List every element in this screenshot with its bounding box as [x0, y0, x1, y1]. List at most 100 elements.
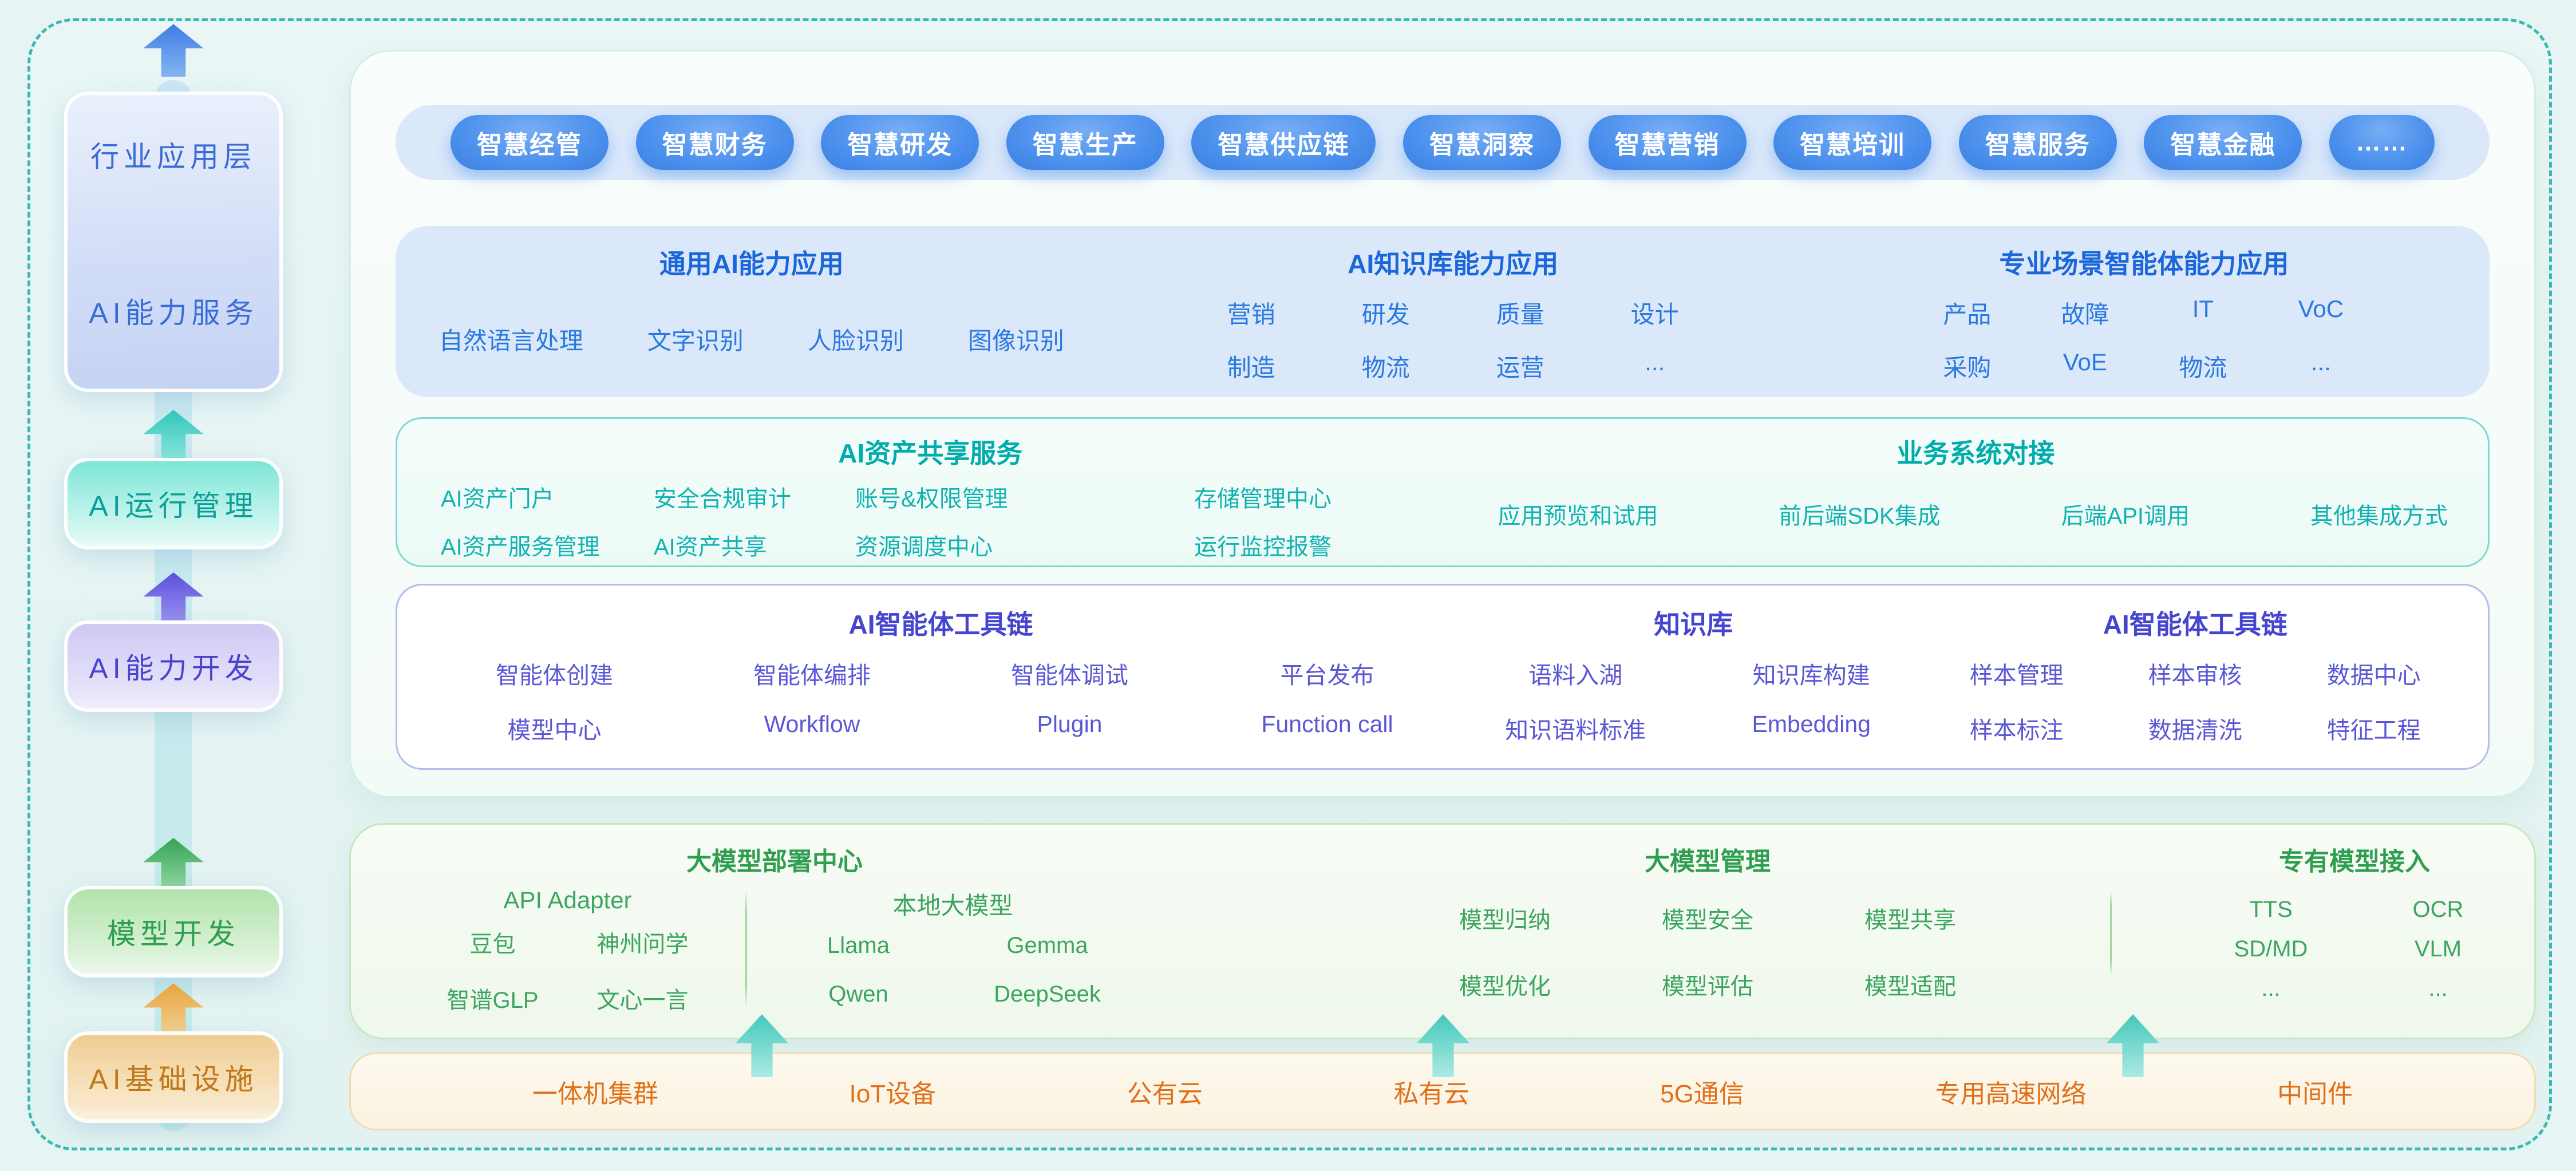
toolchain-item: Function call [1261, 710, 1393, 737]
item-row: TTS OCR [2187, 897, 2522, 923]
up-arrow-icon [143, 983, 204, 1036]
model-item: 文心一言 [596, 988, 689, 1013]
layer-label: AI基础设施 [89, 1063, 258, 1095]
model-item: OCR [2412, 897, 2464, 922]
group-title: 通用AI能力应用 [659, 249, 844, 279]
infrastructure-item: 中间件 [2277, 1080, 2353, 1108]
vertical-divider [2110, 891, 2112, 976]
integration-item: 后端API调用 [2061, 504, 2190, 529]
capability-item: 采购 [1943, 354, 1992, 381]
agent-toolchain-items: 智能体创建 智能体编排 智能体调试 平台发布 模型中心 Workflow Plugin Fun… [426, 642, 1456, 768]
group-title: 大模型部署中心 [686, 848, 863, 876]
group-title: AI智能体工具链 [2103, 610, 2287, 639]
item-row: 智谱GLP 文心一言 [418, 982, 718, 1015]
knowledge-base-items: 语料入湖 知识库构建 知识语料标准 Embedding [1457, 642, 1929, 768]
toolchain-item: 模型中心 [507, 717, 602, 743]
item-row: Qwen DeepSeek [764, 982, 1142, 1007]
capability-item: ... [2310, 348, 2331, 375]
data-toolchain-item: 样本管理 [1969, 662, 2064, 689]
asset-item: 运行监控报警 [1194, 535, 1332, 560]
item-row: 产品 故障 IT VoC [1908, 295, 2380, 330]
smart-app-pill: 智慧财务 [635, 114, 794, 170]
knowledge-base-item: 语料入湖 [1528, 662, 1623, 689]
capability-item: 产品 [1943, 300, 1992, 328]
data-toolchain-items: 样本管理 样本审核 数据中心样本标注 数据清洗 特征工程 [1927, 642, 2463, 768]
system-integration-group: 业务系统对接 应用预览和试用 前后端SDK集成 后端API调用 其他集成方式 [1464, 419, 2488, 565]
toolchain-item: Plugin [1037, 710, 1103, 737]
knowledge-capability-group: AI知识库能力应用 营销 研发 质量 设计 制造 物流 运营... [1108, 226, 1799, 397]
layer-stack-sidebar: 行业应用层 AI能力服务 AI运行管理 AI能力开发 模型开发 AI基础设施 [64, 0, 283, 1171]
smart-app-pill: 智慧金融 [2144, 114, 2302, 170]
item-row: 模型归纳 模型安全 模型共享 [1404, 901, 2012, 935]
asset-item: AI资产门户 [441, 486, 554, 512]
infrastructure-item: 私有云 [1393, 1080, 1469, 1108]
proprietary-model-group: 专有模型接入 TTS OCR SD/MD VLM...... [2166, 841, 2543, 1002]
smart-app-pill: 智慧洞察 [1402, 114, 1561, 170]
item-row: 营销 研发 质量 设计 [1184, 295, 1722, 330]
integration-item: 前后端SDK集成 [1779, 504, 1941, 529]
data-toolchain-item: 数据清洗 [2148, 717, 2242, 743]
item-row: AI资产门户 安全合规审计 账号&权限管理 存储管理中心 [441, 480, 1464, 513]
model-item: TTS [2249, 897, 2293, 922]
toolchain-item: 智能体创建 [496, 662, 614, 689]
toolchain-item: 智能体调试 [1011, 662, 1129, 689]
capability-item: 故障 [2061, 300, 2109, 328]
item-row: 采购 VoE 物流... [1908, 349, 2380, 383]
capability-item: 物流 [2179, 354, 2227, 381]
capability-item: 运营 [1496, 354, 1544, 381]
tooling-row: AI智能体工具链 智能体创建 智能体编排 智能体调试 平台发布 模型中心 Workflow… [396, 584, 2490, 770]
item-row: 样本标注 数据清洗 特征工程 [1927, 711, 2463, 745]
ai-capability-row: 通用AI能力应用 自然语言处理 文字识别 人脸识别 图像识别 AI知识库能力应用 营销… [396, 226, 2490, 397]
group-title: AI知识库能力应用 [1348, 249, 1559, 279]
group-title: 大模型管理 [1645, 848, 1771, 876]
asset-item: 账号&权限管理 [855, 486, 1008, 512]
item-row: 样本管理 样本审核 数据中心 [1927, 656, 2463, 690]
integration-item: 应用预览和试用 [1498, 504, 1658, 529]
model-item: SD/MD [2234, 936, 2308, 962]
data-toolchain-item: 样本标注 [1969, 717, 2064, 743]
integration-item: 其他集成方式 [2310, 504, 2448, 529]
local-models-group: 本地大模型 Llama Gemma Qwen DeepSeek [764, 887, 1142, 1007]
model-item: 豆包 [469, 932, 516, 957]
layer-ai-operation: AI运行管理 [64, 458, 283, 549]
model-management-group: 大模型管理 模型归纳 模型安全 模型共享 模型优化 模型评估 模型适配 [1404, 841, 2011, 1001]
model-layer-panel: 大模型部署中心 API Adapter 豆包 神州问学 智谱GLP 文心一言 本地大模… [349, 823, 2536, 1039]
knowledge-base-item: 知识语料标准 [1505, 717, 1646, 743]
smart-app-pill: 智慧服务 [1958, 114, 2117, 170]
scenario-agent-capability-group: 专业场景智能体能力应用 产品 故障 IT VoC 采购 VoE 物流... [1799, 226, 2490, 397]
data-toolchain-group: AI智能体工具链 样本管理 样本审核 数据中心样本标注 数据清洗 特征工程 [1902, 586, 2488, 768]
infrastructure-item: 公有云 [1127, 1080, 1203, 1108]
general-ai-capability-group: 通用AI能力应用 自然语言处理 文字识别 人脸识别 图像识别 [396, 226, 1108, 397]
group-title: AI资产共享服务 [838, 438, 1023, 468]
capability-item: IT [2192, 295, 2214, 322]
layer-label: AI运行管理 [89, 490, 258, 522]
capability-item: 文字识别 [647, 327, 744, 354]
model-item: 模型优化 [1459, 974, 1551, 999]
smart-app-pill-row: 智慧经管 智慧财务 智慧研发 智慧生产 智慧供应链 智慧洞察 智慧营销 智慧培训 智慧服务 智慧金… [396, 105, 2490, 180]
asset-item: AI资产服务管理 [441, 535, 600, 560]
item-row: 制造 物流 运营... [1184, 349, 1722, 383]
local-model-items: Llama Gemma Qwen DeepSeek [764, 933, 1142, 1007]
smart-app-pill: 智慧研发 [821, 114, 979, 170]
application-platform-panel: 智慧经管 智慧财务 智慧研发 智慧生产 智慧供应链 智慧洞察 智慧营销 智慧培训 智慧服务 智慧金… [349, 50, 2536, 798]
asset-service-row: AI资产共享服务 AI资产门户 安全合规审计 账号&权限管理 存储管理中心 AI资产服务… [396, 417, 2490, 567]
knowledge-base-group: 知识库 语料入湖 知识库构建 知识语料标准 Embedding [1484, 586, 1902, 768]
capability-item: 图像识别 [967, 327, 1064, 354]
api-adapter-group: API Adapter 豆包 神州问学 智谱GLP 文心一言 [408, 887, 728, 1015]
smart-app-pill: 智慧营销 [1588, 114, 1747, 170]
data-toolchain-item: 特征工程 [2326, 717, 2421, 743]
smart-app-pill: 智慧供应链 [1191, 114, 1376, 170]
capability-item: ... [1645, 348, 1665, 375]
vertical-divider [745, 890, 747, 1007]
model-item: Llama [827, 933, 890, 958]
subgroup-title: 本地大模型 [892, 892, 1013, 919]
infrastructure-item: 专用高速网络 [1935, 1080, 2087, 1108]
item-row: 语料入湖 知识库构建 [1457, 656, 1929, 690]
capability-item: 研发 [1361, 300, 1410, 328]
toolchain-item: 智能体编排 [753, 662, 871, 689]
smart-app-pill: 智慧生产 [1006, 114, 1164, 170]
model-item: 模型共享 [1864, 908, 1956, 933]
model-item: Qwen [828, 982, 888, 1007]
model-item: Gemma [1006, 933, 1088, 958]
item-row: ...... [2187, 976, 2522, 1002]
